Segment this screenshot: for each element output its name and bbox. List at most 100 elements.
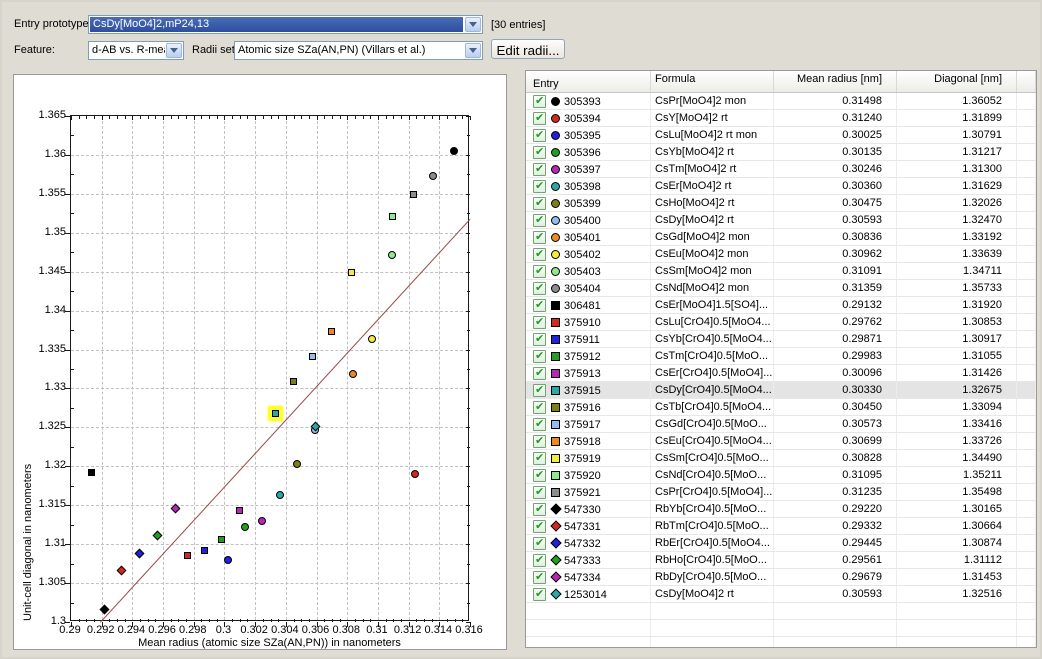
table-row[interactable]: 375910 CsLu[CrO4]0.5[MoO4...0.297621.3085… — [526, 314, 1036, 331]
axis-tick — [439, 622, 441, 627]
column-header-entry[interactable]: Entry — [526, 71, 651, 92]
entry-checkbox[interactable] — [533, 502, 546, 516]
entry-checkbox[interactable] — [533, 247, 546, 261]
entry-checkbox[interactable] — [533, 179, 546, 193]
entry-checkbox[interactable] — [533, 196, 546, 210]
entry-checkbox[interactable] — [533, 383, 546, 397]
entry-checkbox[interactable] — [533, 536, 546, 550]
scatter-point[interactable] — [87, 469, 95, 477]
scatter-point[interactable] — [218, 536, 226, 544]
scatter-point[interactable] — [201, 547, 209, 555]
scatter-point[interactable] — [258, 516, 267, 525]
scatter-point[interactable] — [293, 460, 302, 469]
entry-checkbox[interactable] — [533, 145, 546, 159]
scatter-point[interactable] — [389, 212, 396, 220]
axis-tick — [408, 116, 410, 120]
entry-checkbox[interactable] — [533, 94, 546, 108]
column-header-mean-radius[interactable]: Mean radius [nm] — [774, 71, 897, 92]
entry-checkbox[interactable] — [533, 417, 546, 431]
entry-checkbox[interactable] — [533, 128, 546, 142]
table-row[interactable]: 547332 RbEr[CrO4]0.5[MoO4...0.294451.3087… — [526, 535, 1036, 552]
scatter-point[interactable] — [410, 470, 419, 479]
entry-checkbox[interactable] — [533, 366, 546, 380]
scatter-point[interactable] — [328, 328, 336, 336]
entry-checkbox[interactable] — [533, 264, 546, 278]
table-row[interactable]: 375915 CsDy[CrO4]0.5[MoO4...0.303301.3267… — [526, 382, 1036, 399]
scatter-point[interactable] — [235, 507, 243, 515]
scatter-point[interactable] — [134, 549, 145, 559]
entry-checkbox[interactable] — [533, 349, 546, 363]
scatter-point[interactable] — [275, 491, 284, 500]
entry-checkbox[interactable] — [533, 400, 546, 414]
column-header-formula[interactable]: Formula — [651, 71, 774, 92]
scatter-point[interactable] — [116, 565, 127, 576]
scatter-point[interactable] — [450, 146, 459, 155]
entry-checkbox[interactable] — [533, 587, 546, 601]
entry-checkbox[interactable] — [533, 553, 546, 567]
entry-checkbox[interactable] — [533, 111, 546, 125]
entry-checkbox[interactable] — [533, 332, 546, 346]
scatter-point[interactable] — [271, 410, 279, 418]
table-row[interactable]: 375921 CsPr[CrO4]0.5[MoO4]...0.312351.354… — [526, 484, 1036, 501]
radii-set-dropdown-button[interactable] — [465, 43, 481, 58]
entry-checkbox[interactable] — [533, 281, 546, 295]
entry-checkbox[interactable] — [533, 519, 546, 533]
scatter-point[interactable] — [241, 523, 250, 532]
scatter-point[interactable] — [429, 171, 438, 180]
feature-dropdown-button[interactable] — [166, 43, 182, 58]
scatter-point[interactable] — [184, 552, 192, 560]
radii-set-combobox[interactable]: Atomic size SZa(AN,PN) (Villars et al.) — [234, 41, 483, 60]
entry-prototype-dropdown-button[interactable] — [465, 17, 481, 32]
scatter-point[interactable] — [348, 268, 356, 276]
feature-combobox[interactable]: d-AB vs. R-mean — [88, 41, 184, 60]
table-row[interactable]: 375913 CsEr[CrO4]0.5[MoO4]...0.300961.314… — [526, 365, 1036, 382]
scatter-point[interactable] — [290, 377, 298, 385]
formula-cell: CsDy[CrO4]0.5[MoO4... — [651, 382, 774, 398]
entry-checkbox[interactable] — [533, 315, 546, 329]
edit-radii-button[interactable]: Edit radii... — [491, 39, 565, 59]
entry-checkbox[interactable] — [533, 298, 546, 312]
scatter-point[interactable] — [308, 352, 316, 360]
scatter-point[interactable] — [368, 334, 377, 343]
entry-checkbox[interactable] — [533, 485, 546, 499]
column-header-diagonal[interactable]: Diagonal [nm] — [897, 71, 1017, 92]
scatter-point[interactable] — [224, 556, 233, 565]
entry-prototype-combobox[interactable]: CsDy[MoO4]2,mP24,13 — [88, 15, 483, 34]
entry-checkbox[interactable] — [533, 468, 546, 482]
table-row[interactable]: 306481 CsEr[MoO4]1.5[SO4]...0.291321.3192… — [526, 297, 1036, 314]
entry-checkbox[interactable] — [533, 213, 546, 227]
table-row[interactable]: 375911 CsYb[CrO4]0.5[MoO4...0.298711.3091… — [526, 331, 1036, 348]
entry-checkbox[interactable] — [533, 570, 546, 584]
table-row[interactable]: 375916 CsTb[CrO4]0.5[MoO4...0.304501.3309… — [526, 399, 1036, 416]
entry-checkbox[interactable] — [533, 230, 546, 244]
entry-checkbox[interactable] — [533, 451, 546, 465]
scatter-point[interactable] — [410, 190, 418, 198]
scatter-point[interactable] — [387, 251, 396, 260]
table-row[interactable]: 375918 CsEu[CrO4]0.5[MoO4...0.306991.3372… — [526, 433, 1036, 450]
entry-checkbox[interactable] — [533, 434, 546, 448]
scatter-point[interactable] — [152, 530, 163, 541]
entry-checkbox[interactable] — [533, 162, 546, 176]
scatter-point[interactable] — [348, 369, 357, 378]
